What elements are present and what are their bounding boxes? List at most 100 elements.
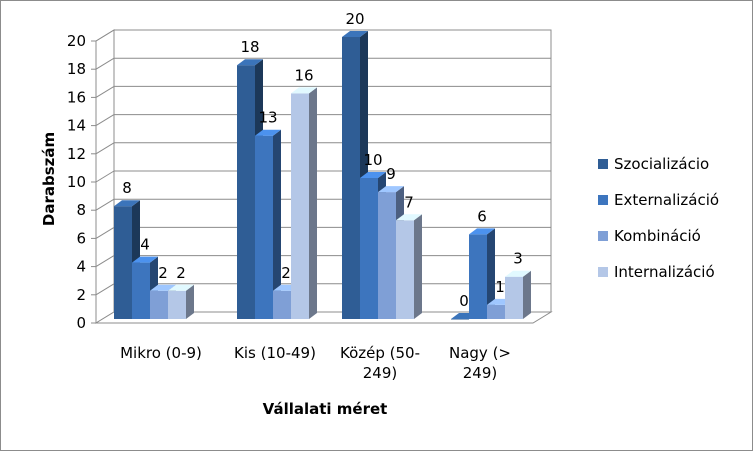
data-label: 9 [386, 165, 396, 183]
bar-front [396, 220, 414, 319]
y-tick-label: 6 [76, 229, 86, 247]
bar [291, 87, 317, 320]
gridline-side [95, 142, 115, 155]
bar [255, 129, 281, 319]
category-label: Kis (10-49) [234, 344, 316, 362]
data-label: 13 [258, 109, 277, 127]
y-tick-label: 8 [76, 201, 86, 219]
bar-top [132, 256, 158, 263]
gridline-side [95, 29, 115, 42]
data-label: 16 [294, 66, 313, 84]
bar [396, 214, 422, 319]
legend-item: Szocializácio [598, 155, 709, 173]
x-axis-title: Vállalati méret [263, 400, 388, 418]
bar-side [414, 214, 422, 319]
data-label: 4 [140, 236, 150, 254]
bar-front [487, 304, 505, 319]
bar-front [451, 319, 469, 320]
legend-swatch [598, 195, 608, 205]
bar-top [150, 284, 176, 291]
gridline-side [95, 170, 115, 183]
legend-swatch [598, 159, 608, 169]
bars [114, 31, 531, 320]
bar-top [396, 214, 422, 221]
bar-top [168, 284, 194, 291]
y-tick-label: 18 [67, 60, 86, 78]
y-tick-label: 16 [67, 88, 86, 106]
gridline-side [95, 57, 115, 70]
bar-front [168, 290, 186, 319]
legend-label: Szocializácio [614, 155, 709, 173]
bar-top [378, 186, 404, 193]
bar-front [237, 65, 255, 319]
category-label: Mikro (0-9) [120, 344, 202, 362]
bar [505, 270, 531, 319]
gridline-side [95, 85, 115, 98]
gridline-side [95, 283, 115, 296]
data-label: 7 [404, 193, 414, 211]
data-label: 8 [122, 179, 132, 197]
y-tick-label: 14 [67, 117, 86, 135]
legend-swatch [598, 267, 608, 277]
bar-front [132, 262, 150, 319]
bar-top [342, 31, 368, 37]
legend-label: Internalizáció [614, 263, 715, 281]
bar-top [255, 129, 281, 136]
bar-top [360, 172, 386, 178]
legend: Szocializácio Externalizáció Kombináció Int… [598, 155, 719, 281]
data-label: 3 [513, 250, 523, 268]
y-tick-label: 4 [76, 258, 86, 276]
y-tick-labels: 0 2 4 6 8 10 12 14 16 18 20 [67, 32, 86, 332]
bar-top [505, 270, 531, 277]
gridline-side [95, 255, 115, 268]
gridline-side [95, 114, 115, 127]
y-tick-label: 0 [76, 314, 86, 332]
legend-swatch [598, 231, 608, 241]
data-label: 1 [495, 278, 505, 296]
data-label: 0 [459, 292, 469, 310]
bar-side [186, 284, 194, 319]
data-label: 2 [158, 264, 168, 282]
legend-item: Internalizáció [598, 263, 715, 281]
legend-item: Kombináció [598, 227, 701, 245]
bar-side [487, 228, 495, 319]
gridlines [91, 29, 551, 324]
data-label: 10 [363, 151, 382, 169]
y-tick-label: 10 [67, 173, 86, 191]
category-label: Közép (50-249) [340, 344, 420, 382]
bar-side [523, 270, 531, 319]
bar-front [360, 178, 378, 319]
data-label: 20 [345, 10, 364, 28]
bar-front [378, 192, 396, 319]
category-label: Nagy (> 249) [449, 344, 511, 382]
bar-front [291, 93, 309, 320]
bar-side [309, 87, 317, 320]
bar-front [273, 290, 291, 319]
bar-front [342, 37, 360, 319]
bar [168, 284, 194, 319]
data-label: 18 [240, 38, 259, 56]
bar-front [505, 276, 523, 319]
bar-top [237, 59, 263, 66]
bar-top [114, 200, 140, 207]
bar-side [273, 129, 281, 319]
y-axis-title: Darabszám [40, 132, 58, 226]
bar-front [150, 290, 168, 319]
gridline-side [95, 198, 115, 211]
data-label: 6 [477, 207, 487, 225]
data-label: 2 [176, 264, 186, 282]
category-labels: Mikro (0-9) Kis (10-49) Közép (50-249) Nagy… [120, 344, 511, 382]
legend-label: Externalizáció [614, 191, 719, 209]
y-tick-label: 12 [67, 145, 86, 163]
y-tick-label: 20 [67, 32, 86, 50]
y-tick-label: 2 [76, 286, 86, 304]
data-label: 2 [281, 264, 291, 282]
bar-front [469, 234, 487, 319]
bar-top [291, 87, 317, 94]
bar-front [255, 135, 273, 319]
bar [469, 228, 495, 319]
legend-label: Kombináció [614, 227, 701, 245]
floor [94, 311, 553, 324]
